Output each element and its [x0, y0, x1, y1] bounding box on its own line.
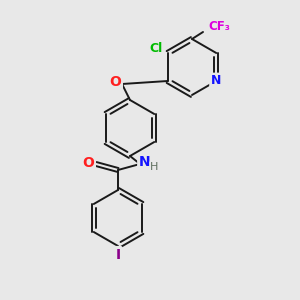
Text: O: O	[82, 156, 94, 170]
Text: CF₃: CF₃	[208, 20, 230, 34]
Text: I: I	[116, 248, 121, 262]
Text: H: H	[150, 162, 158, 172]
Text: N: N	[211, 74, 221, 88]
Text: N: N	[139, 155, 151, 169]
Text: O: O	[109, 75, 121, 89]
Text: Cl: Cl	[149, 43, 162, 56]
